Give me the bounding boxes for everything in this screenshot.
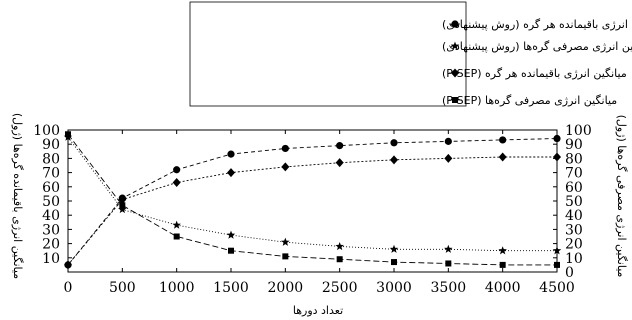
series-line-diamond <box>67 156 557 266</box>
y-tick-label-left: 10 <box>42 251 60 267</box>
y-tick-label-right: 0 <box>565 265 574 281</box>
legend-item: میانگین انرژی مصرفی گره‌ها (روش پیشنهادی… <box>442 40 632 53</box>
data-point-star <box>172 220 181 229</box>
series-line-star <box>67 136 557 252</box>
y-tick-label-left: 20 <box>42 237 60 253</box>
y-tick-label-right: 40 <box>565 208 583 224</box>
data-point-square <box>65 131 71 138</box>
data-point-star <box>281 237 290 246</box>
y-axis-title-left: میانگین انرژی باقیمانده گره‌ها (ژول) <box>11 113 24 279</box>
y-tick-label-right: 60 <box>565 180 583 196</box>
y-tick-label-left: 30 <box>42 222 60 238</box>
data-point-circle <box>227 150 235 158</box>
data-point-star <box>552 246 562 255</box>
series-line-square <box>67 134 557 266</box>
legend-marker-diamond <box>451 68 459 78</box>
legend-label: میانگین انرژی مصرفی گره‌ها (روش پیشنهادی… <box>442 40 632 53</box>
x-axis-title: تعداد دورها <box>293 304 343 317</box>
series-star <box>63 132 562 255</box>
data-point-diamond <box>118 195 127 205</box>
y-axis-title-right: میانگین انرژی مصرفی گره‌ها (ژول) <box>615 115 628 278</box>
x-tick-label: 3500 <box>431 280 467 296</box>
legend-marker-square <box>452 97 458 103</box>
data-point-square <box>282 253 289 260</box>
x-tick-label: 1500 <box>213 280 249 296</box>
y-tick-label-left: 70 <box>42 166 60 182</box>
data-point-diamond <box>444 153 453 163</box>
legend-label: میانگین انرژی مصرفی گره‌ها (P-SEP) <box>442 94 617 107</box>
y-tick-label-right: 90 <box>565 137 583 153</box>
data-point-square <box>173 233 180 240</box>
data-point-diamond <box>172 178 181 188</box>
x-tick-label: 1000 <box>159 280 195 296</box>
data-point-square <box>336 256 343 263</box>
legend-item: میانگین انرژی باقیمانده هر گره (روش پیشن… <box>442 18 632 31</box>
data-point-star <box>118 205 127 214</box>
data-point-circle <box>444 137 452 145</box>
y-tick-label-right: 10 <box>565 251 583 267</box>
y-tick-label-right: 50 <box>565 194 583 210</box>
data-point-square <box>228 247 234 254</box>
series-diamond <box>64 152 561 270</box>
x-tick-label: 3000 <box>376 280 412 296</box>
x-tick-label: 2000 <box>268 280 304 296</box>
y-tick-label-left: 50 <box>42 194 60 210</box>
data-point-star <box>444 244 453 253</box>
data-point-star <box>389 244 399 253</box>
data-point-square <box>499 261 506 268</box>
data-point-diamond <box>390 155 398 165</box>
data-point-diamond <box>227 168 235 178</box>
data-point-diamond <box>498 152 507 162</box>
y-tick-label-left: 80 <box>42 151 60 167</box>
legend-item: میانگین انرژی باقیمانده هر گره (P-SEP) <box>442 67 627 80</box>
data-point-diamond <box>64 260 72 270</box>
x-tick-label: 2500 <box>322 280 358 296</box>
y-tick-label-right: 100 <box>565 123 592 139</box>
data-point-circle <box>173 166 181 174</box>
y-tick-label-right: 70 <box>565 166 583 182</box>
y-tick-label-left: 60 <box>42 180 60 196</box>
x-tick-label: 4500 <box>539 280 575 296</box>
series-circle <box>64 134 561 269</box>
legend-item: میانگین انرژی مصرفی گره‌ها (P-SEP) <box>442 94 617 107</box>
y-tick-label-right: 20 <box>565 237 583 253</box>
x-tick-label: 0 <box>64 280 73 296</box>
y-tick-label-right: 80 <box>565 151 583 167</box>
y-tick-label-right: 30 <box>565 222 583 238</box>
legend-box <box>189 1 467 107</box>
legend-marker-star <box>450 41 460 50</box>
data-point-diamond <box>335 158 344 168</box>
legend-marker-circle <box>451 20 459 28</box>
data-point-star <box>335 241 344 251</box>
data-point-square <box>391 259 397 266</box>
x-tick-label: 4000 <box>485 280 521 296</box>
plot-frame <box>67 129 558 273</box>
data-point-diamond <box>281 162 290 172</box>
data-point-circle <box>390 139 398 147</box>
data-point-square <box>445 260 452 267</box>
x-tick-label: 500 <box>109 280 136 296</box>
series-line-circle <box>67 138 558 266</box>
data-point-circle <box>336 142 344 150</box>
data-point-star <box>498 246 507 255</box>
y-tick-label-left: 90 <box>42 137 60 153</box>
series-square <box>65 131 560 268</box>
data-point-circle <box>281 144 289 153</box>
y-tick-label-left: 40 <box>42 208 60 224</box>
data-point-circle <box>499 136 507 144</box>
legend-label: میانگین انرژی باقیمانده هر گره (روش پیشن… <box>442 18 632 31</box>
data-point-circle <box>553 134 561 143</box>
data-point-diamond <box>553 152 561 162</box>
data-point-square <box>119 202 126 209</box>
y-tick-label-left: 100 <box>33 123 60 139</box>
data-point-star <box>226 230 236 239</box>
data-point-square <box>554 261 560 268</box>
legend-label: میانگین انرژی باقیمانده هر گره (P-SEP) <box>442 67 627 80</box>
